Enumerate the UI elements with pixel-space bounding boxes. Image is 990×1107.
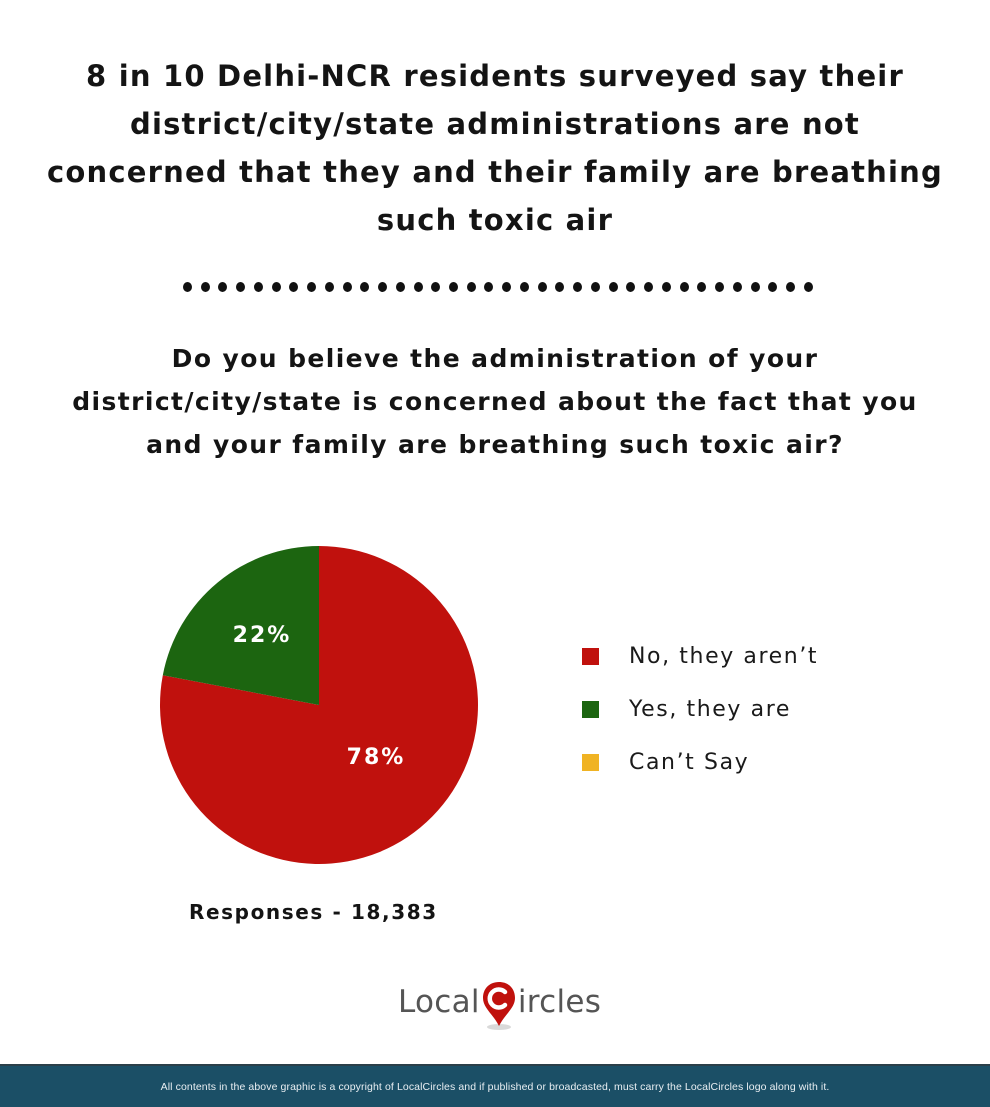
divider-dot xyxy=(644,282,654,292)
legend-label: Yes, they are xyxy=(629,697,791,722)
logo-text-left: Local xyxy=(398,984,480,1020)
legend-label: No, they aren’t xyxy=(629,644,819,669)
legend-swatch-red xyxy=(582,648,599,665)
divider-dot xyxy=(555,282,565,292)
copyright-text: All contents in the above graphic is a c… xyxy=(160,1080,830,1093)
divider-dot xyxy=(679,282,689,292)
responses-count: Responses - 18,383 xyxy=(189,900,438,924)
headline-line: such toxic air xyxy=(376,203,614,237)
pie-label-yes: 22% xyxy=(233,623,292,648)
divider-dot xyxy=(360,282,370,292)
copyright-footer: All contents in the above graphic is a c… xyxy=(0,1064,990,1107)
legend-item-yes: Yes, they are xyxy=(582,683,818,736)
legend-label: Can’t Say xyxy=(629,750,750,775)
location-pin-icon xyxy=(482,982,515,1030)
headline-line: 8 in 10 Delhi-NCR residents surveyed say… xyxy=(86,59,904,93)
divider-dot xyxy=(271,282,281,292)
question-line: and your family are breathing such toxic… xyxy=(146,430,844,459)
divider-dot xyxy=(750,282,760,292)
dotted-divider xyxy=(183,280,813,294)
headline-title: 8 in 10 Delhi-NCR residents surveyed say… xyxy=(20,52,970,244)
divider-dot xyxy=(413,282,423,292)
divider-dot xyxy=(573,282,583,292)
pie-slice-yes xyxy=(162,546,319,705)
pie-slice-no xyxy=(159,546,478,864)
divider-dot xyxy=(289,282,299,292)
divider-dot xyxy=(803,282,813,292)
legend-swatch-green xyxy=(582,701,599,718)
divider-dot xyxy=(236,282,246,292)
divider-dot xyxy=(466,282,476,292)
divider-dot xyxy=(785,282,795,292)
divider-dot xyxy=(484,282,494,292)
divider-dot xyxy=(661,282,671,292)
divider-dot xyxy=(715,282,725,292)
divider-dot xyxy=(431,282,441,292)
question-line: district/city/state is concerned about t… xyxy=(72,387,918,416)
legend-item-no: No, they aren’t xyxy=(582,630,818,683)
question-line: Do you believe the administration of you… xyxy=(171,344,819,373)
localcircles-logo: Local ircles xyxy=(398,980,601,1040)
divider-dot xyxy=(395,282,405,292)
pie-label-no: 78% xyxy=(347,745,406,770)
divider-dot xyxy=(768,282,778,292)
divider-dot xyxy=(697,282,707,292)
divider-dot xyxy=(449,282,459,292)
chart-legend: No, they aren’t Yes, they are Can’t Say xyxy=(582,630,818,789)
headline-line: concerned that they and their family are… xyxy=(47,155,943,189)
logo-text-right: ircles xyxy=(517,984,602,1020)
divider-dot xyxy=(502,282,512,292)
divider-dot xyxy=(626,282,636,292)
headline-line: district/city/state administrations are … xyxy=(130,107,860,141)
divider-dot xyxy=(519,282,529,292)
divider-dot xyxy=(218,282,228,292)
divider-dot xyxy=(324,282,334,292)
divider-dot xyxy=(378,282,388,292)
legend-item-cant-say: Can’t Say xyxy=(582,736,818,789)
pie-chart: 22% 78% xyxy=(159,546,478,864)
divider-dot xyxy=(342,282,352,292)
divider-dot xyxy=(307,282,317,292)
divider-dot xyxy=(590,282,600,292)
divider-dot xyxy=(183,282,192,292)
divider-dot xyxy=(732,282,742,292)
legend-swatch-yellow xyxy=(582,754,599,771)
divider-dot xyxy=(253,282,263,292)
divider-dot xyxy=(537,282,547,292)
survey-question: Do you believe the administration of you… xyxy=(30,337,960,466)
divider-dot xyxy=(200,282,210,292)
divider-dot xyxy=(608,282,618,292)
